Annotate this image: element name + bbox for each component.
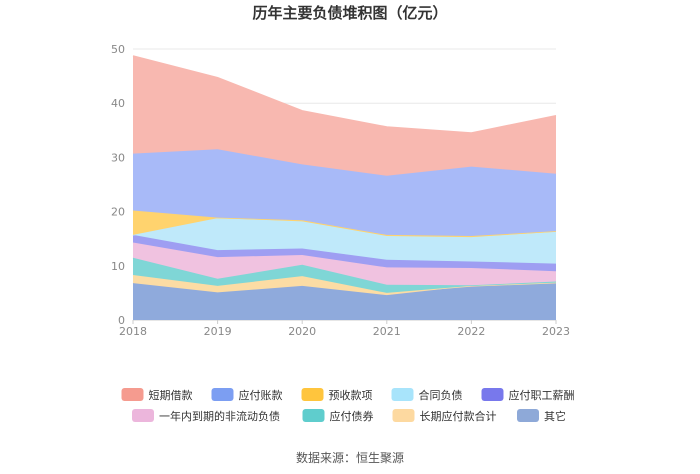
y-tick-label: 40 xyxy=(111,97,125,110)
y-tick-label: 30 xyxy=(111,151,125,164)
legend-swatch xyxy=(211,388,234,401)
x-tick-label: 2021 xyxy=(373,325,401,338)
legend-swatch xyxy=(132,409,154,422)
legend-label: 其它 xyxy=(544,409,566,423)
legend-label: 一年内到期的非流动负债 xyxy=(159,409,280,423)
area-series xyxy=(132,55,557,320)
area-其它 xyxy=(133,282,556,320)
x-tick-label: 2022 xyxy=(457,325,485,338)
area-短期借款 xyxy=(133,56,556,176)
area-一年内到期的非流动负债 xyxy=(133,242,556,286)
y-tick-label: 0 xyxy=(118,314,125,327)
area-应付职工薪酬 xyxy=(133,234,556,272)
area-edge-短期借款 xyxy=(132,55,557,134)
y-tick-label: 10 xyxy=(111,260,125,273)
legend-label: 短期借款 xyxy=(149,388,193,402)
axes: 0 10 20 30 40 50 2018 2019 2020 2021 2022 2023 xyxy=(111,43,570,338)
legend-label: 应付账款 xyxy=(239,388,283,402)
chart-title: 历年主要负债堆积图（亿元） xyxy=(252,4,447,22)
y-tick-label: 20 xyxy=(111,206,125,219)
x-tick-label: 2023 xyxy=(542,325,570,338)
legend-label: 预收款项 xyxy=(329,388,373,402)
legend-label: 长期应付款合计 xyxy=(420,409,497,423)
area-合同负债 xyxy=(133,218,556,264)
x-tick-label: 2018 xyxy=(119,325,147,338)
source-text: 数据来源：恒生聚源 xyxy=(296,450,404,465)
legend-swatch xyxy=(481,388,504,401)
legend-swatch xyxy=(301,388,324,401)
x-tick-label: 2019 xyxy=(204,325,232,338)
legend-swatch xyxy=(517,409,539,422)
legend-label: 应付债券 xyxy=(330,409,374,423)
legend-label: 应付职工薪酬 xyxy=(509,388,575,402)
area-应付账款 xyxy=(133,149,556,236)
x-tick-label: 2020 xyxy=(288,325,316,338)
legend-swatch xyxy=(302,409,325,422)
legend-swatch xyxy=(391,388,414,401)
legend-swatch xyxy=(392,409,415,422)
y-tick-label: 50 xyxy=(111,43,125,56)
legend-label: 合同负债 xyxy=(419,388,463,402)
legend-swatch xyxy=(121,388,144,401)
